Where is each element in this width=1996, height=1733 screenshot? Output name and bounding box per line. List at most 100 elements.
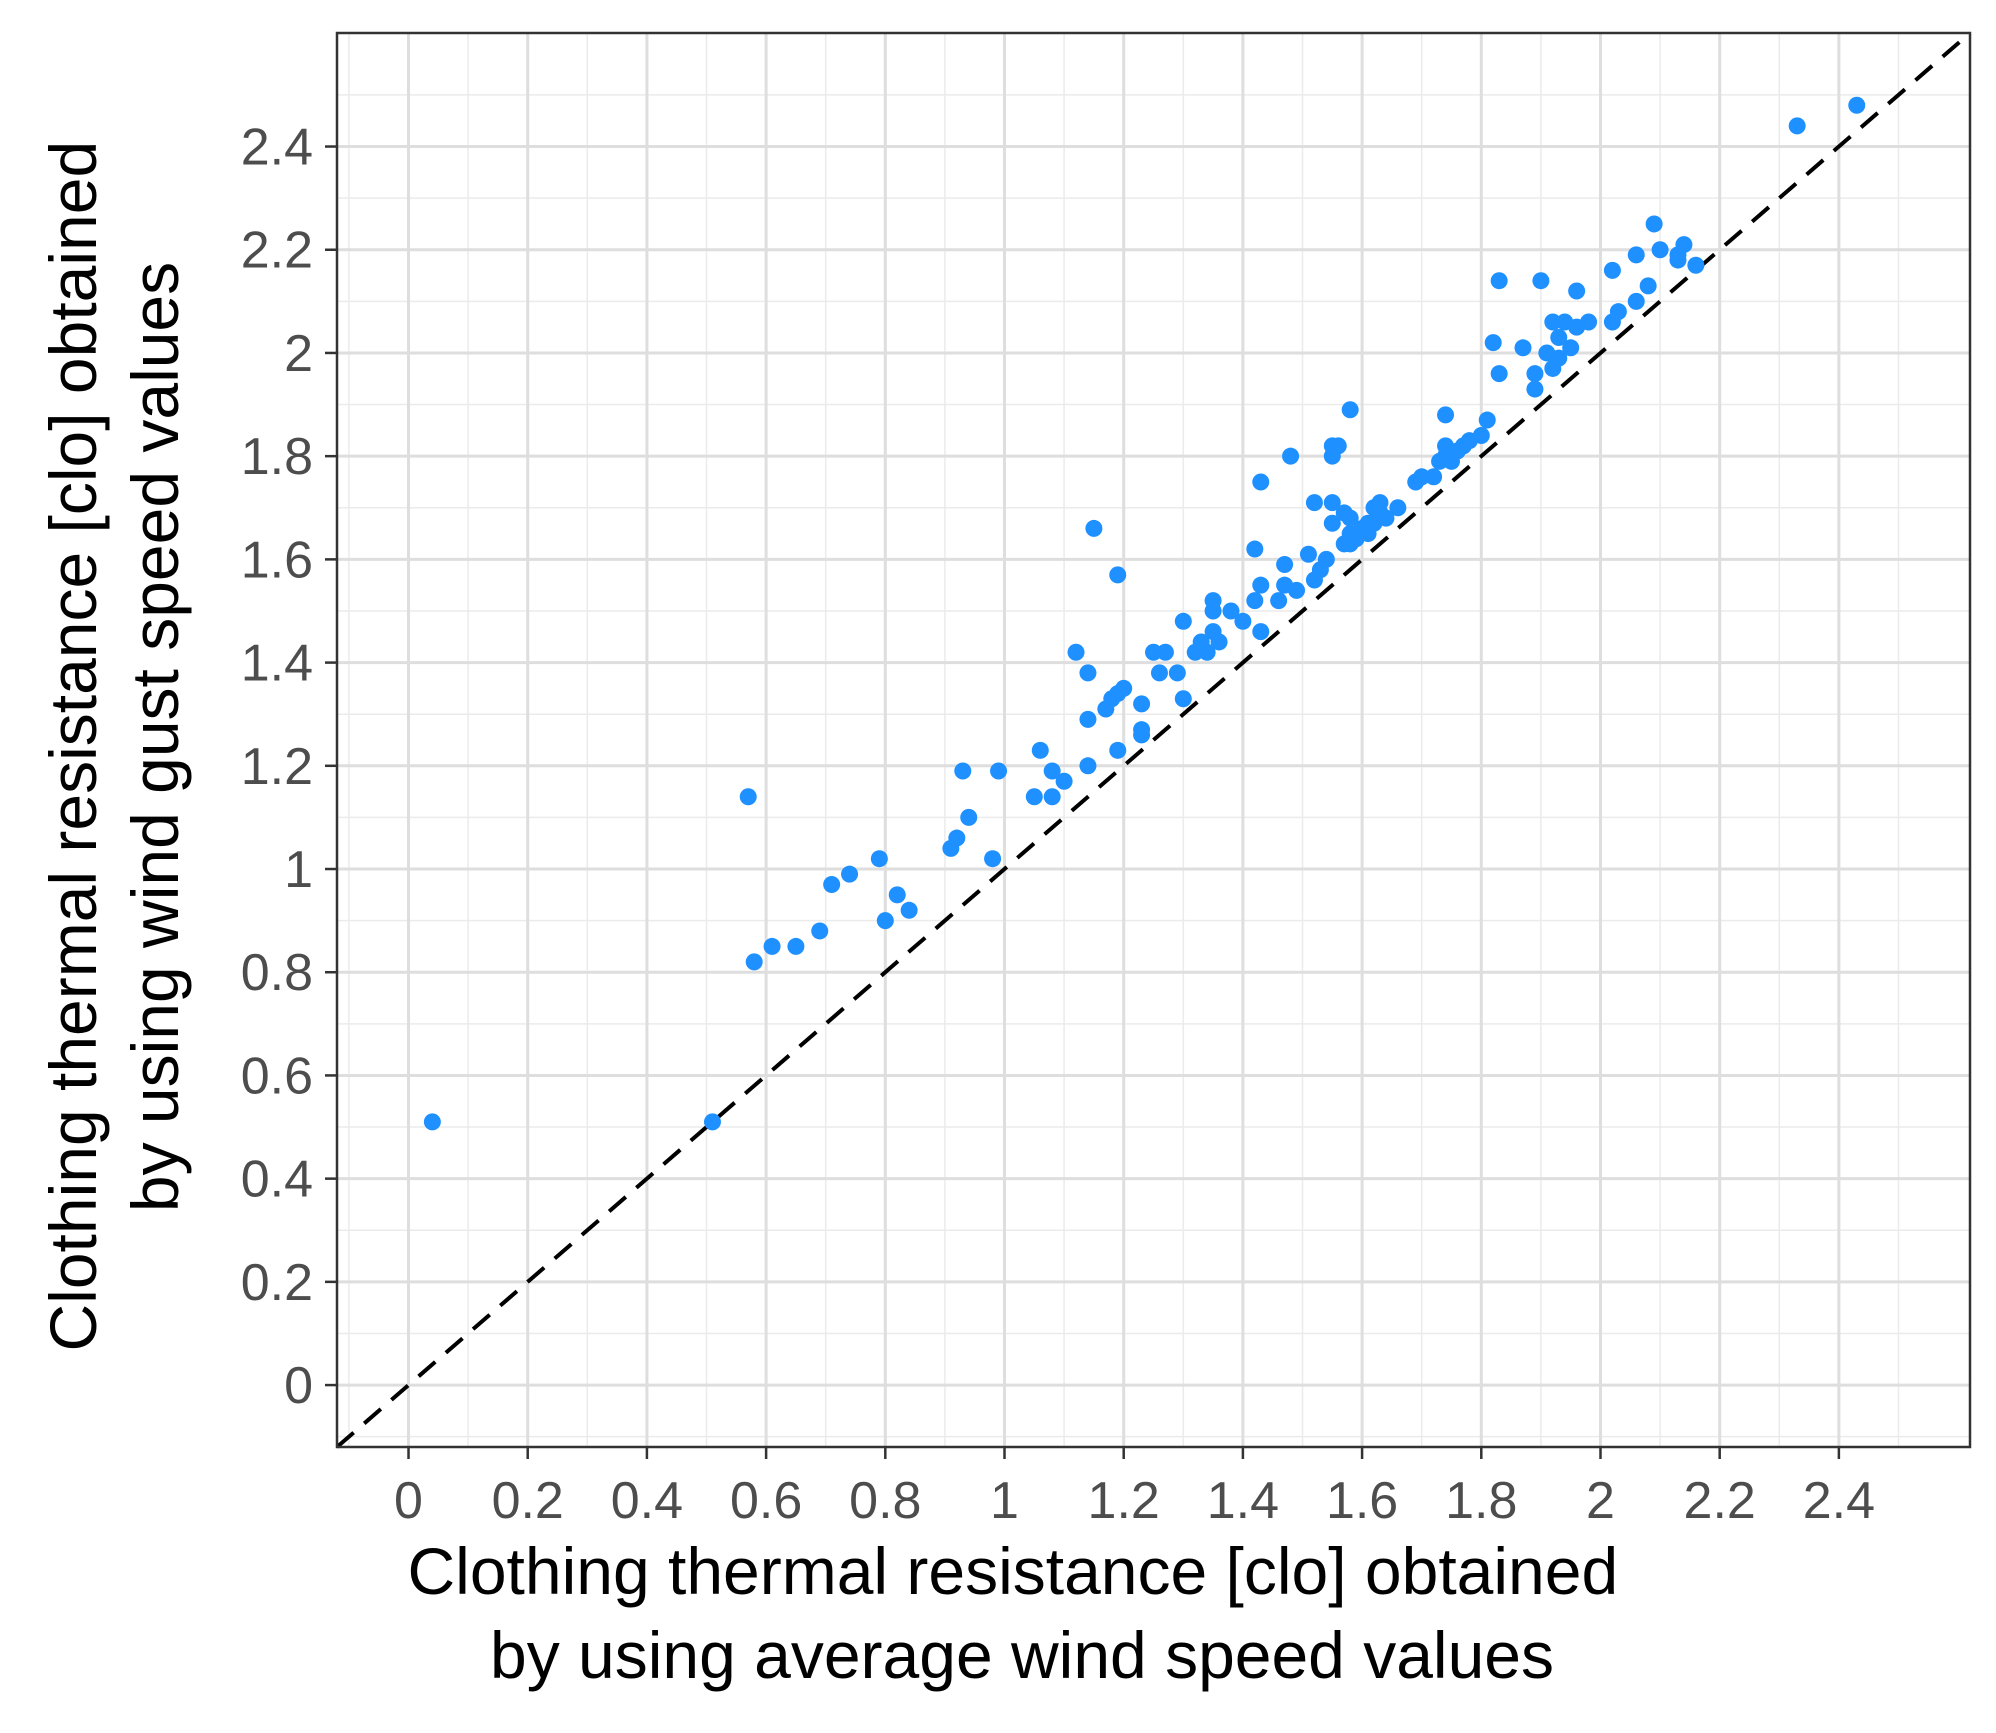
data-point (1222, 602, 1240, 620)
data-point (1687, 256, 1705, 274)
y-tick-label: 0.2 (241, 1254, 313, 1312)
data-point (1472, 427, 1490, 445)
data-point (1174, 612, 1192, 630)
data-point (1115, 679, 1133, 697)
data-point (990, 762, 1008, 780)
x-tick-label: 2.2 (1684, 1472, 1756, 1530)
data-point (1389, 499, 1407, 517)
data-point (1174, 690, 1192, 708)
data-point (1204, 592, 1222, 610)
y-axis-title-line-2: by using wind gust speed values (118, 262, 192, 1212)
data-point (739, 788, 757, 806)
minor-gridlines (337, 33, 1970, 1447)
data-point (1425, 468, 1443, 486)
data-point (1526, 365, 1544, 383)
x-tick-label: 1.2 (1088, 1472, 1160, 1530)
data-point (1305, 494, 1323, 512)
data-point (823, 875, 841, 893)
y-tick-label: 0.8 (241, 944, 313, 1002)
data-point (1079, 664, 1097, 682)
data-point (1568, 282, 1586, 300)
data-point (1317, 550, 1335, 568)
data-point (1484, 334, 1502, 352)
y-tick-label: 1 (284, 841, 313, 899)
data-point (954, 762, 972, 780)
data-point (1156, 643, 1174, 661)
y-tick-label: 1.2 (241, 738, 313, 796)
y-tick-label: 0.4 (241, 1151, 313, 1209)
data-point (1651, 241, 1669, 259)
data-point (1490, 365, 1508, 383)
y-axis-title: Clothing thermal resistance [clo] obtain… (36, 123, 192, 1352)
y-axis-title-line-1: Clothing thermal resistance [clo] obtain… (36, 141, 110, 1352)
data-point (1371, 494, 1389, 512)
data-point (1550, 349, 1568, 367)
data-point (1490, 272, 1508, 290)
data-point (1341, 401, 1359, 419)
x-tick-label: 1 (990, 1472, 1019, 1530)
data-point (1282, 447, 1300, 465)
data-point (1246, 592, 1264, 610)
data-point (1603, 261, 1621, 279)
x-tick-label: 1.4 (1207, 1472, 1279, 1530)
data-point (1210, 633, 1228, 651)
x-tick-label: 0.2 (492, 1472, 564, 1530)
data-point (787, 937, 805, 955)
data-point (876, 912, 894, 930)
data-point (1675, 236, 1693, 254)
data-point (1067, 643, 1085, 661)
data-point (1055, 772, 1073, 790)
y-tick-label: 1.4 (241, 635, 313, 693)
data-point (1252, 473, 1270, 491)
data-point (811, 922, 829, 940)
y-tick-label: 2.2 (241, 222, 313, 280)
data-point (1288, 581, 1306, 599)
data-point (1627, 246, 1645, 264)
data-point (1562, 339, 1580, 357)
data-point (1437, 406, 1455, 424)
x-tick-label: 0.8 (849, 1472, 921, 1530)
data-point (1234, 612, 1252, 630)
data-point (703, 1113, 721, 1131)
x-tick-label: 0.4 (611, 1472, 683, 1530)
x-tick-label: 2.4 (1803, 1472, 1875, 1530)
data-point (948, 829, 966, 847)
data-point (1627, 292, 1645, 310)
data-point (1252, 576, 1270, 594)
data-point (1788, 117, 1806, 135)
data-point (1150, 664, 1168, 682)
data-point (1025, 788, 1043, 806)
x-tick-label: 2 (1586, 1472, 1615, 1530)
data-point (1085, 519, 1103, 537)
data-point (1145, 643, 1162, 661)
x-tick-label: 1.6 (1326, 1472, 1398, 1530)
data-point (1848, 96, 1866, 114)
data-point (1580, 313, 1598, 331)
data-point (841, 865, 859, 883)
data-points (423, 96, 1866, 1131)
data-point (888, 886, 906, 904)
data-point (1323, 494, 1341, 512)
x-tick-label: 0.6 (730, 1472, 802, 1530)
data-point (1532, 272, 1550, 290)
data-point (1544, 313, 1562, 331)
data-point (1109, 741, 1127, 759)
data-point (1299, 545, 1317, 563)
y-tick-label: 2 (284, 325, 313, 383)
data-point (1043, 762, 1061, 780)
data-point (1323, 514, 1341, 532)
data-point (1043, 788, 1061, 806)
data-point (1413, 468, 1431, 486)
y-tick-label: 2.4 (241, 119, 313, 177)
data-point (1276, 556, 1294, 574)
data-point (1645, 215, 1663, 233)
data-point (1252, 623, 1270, 641)
y-tick-label: 1.8 (241, 428, 313, 486)
data-point (870, 850, 888, 868)
data-point (1609, 303, 1627, 321)
data-point (1079, 757, 1097, 775)
y-tick-label: 0 (284, 1357, 313, 1415)
data-point (1550, 328, 1568, 346)
